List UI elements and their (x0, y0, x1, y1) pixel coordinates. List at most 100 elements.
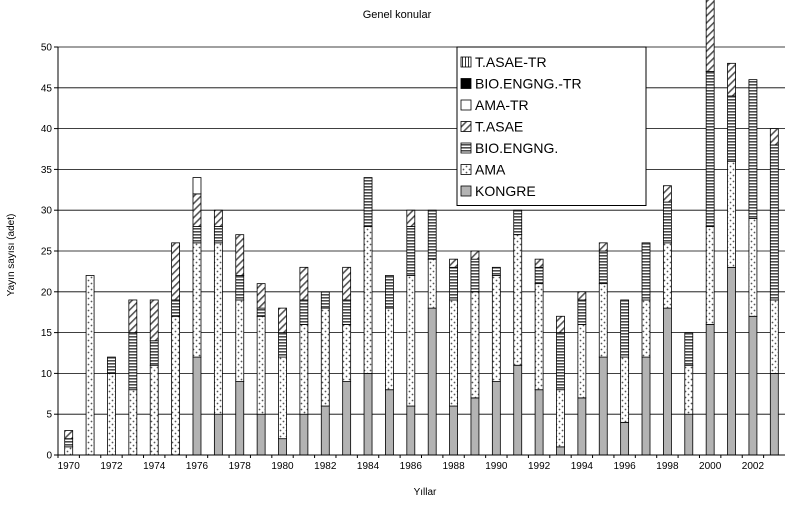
bar-segment (85, 275, 95, 456)
bar-segment (320, 291, 330, 309)
bar-segment (192, 226, 202, 244)
bar-segment (192, 193, 202, 227)
x-tick-label: 1978 (229, 461, 252, 472)
bar-segment (406, 405, 416, 456)
bar-segment (406, 226, 416, 276)
bar-segment (598, 242, 608, 252)
bar-segment (449, 405, 458, 456)
bar-segment (556, 332, 565, 391)
x-tick-label: 1974 (143, 461, 166, 472)
bar-segment (213, 226, 223, 244)
bar-segment (684, 364, 694, 415)
x-tick-label: 1996 (614, 461, 637, 472)
bar-segment (363, 177, 373, 227)
bar-segment (769, 128, 779, 146)
bar-segment (449, 299, 458, 407)
y-tick-label: 15 (41, 328, 53, 339)
bar-segment (556, 315, 565, 333)
bar-segment (385, 307, 394, 391)
legend-swatch (460, 56, 472, 68)
y-tick-label: 30 (41, 206, 53, 217)
bar-segment (513, 234, 523, 366)
x-tick-label: 1994 (571, 461, 594, 472)
bar-segment (491, 266, 501, 276)
bar-segment (213, 209, 223, 227)
bar-segment (598, 250, 608, 285)
bar-segment (684, 413, 694, 456)
y-tick-label: 10 (41, 369, 53, 380)
x-tick-label: 2000 (699, 461, 722, 472)
bar-segment (427, 307, 437, 456)
bar-segment (620, 299, 630, 358)
bar-segment (427, 209, 437, 260)
legend-swatch (460, 121, 472, 132)
bar-segment (748, 79, 758, 219)
bar-segment (748, 217, 758, 317)
y-tick-label: 5 (46, 410, 52, 421)
x-tick-label: 1998 (656, 461, 679, 472)
legend-swatch (460, 185, 472, 197)
legend-label: T.ASAE-TR (475, 54, 547, 70)
bar-segment (577, 397, 587, 456)
y-tick-label: 45 (41, 83, 53, 94)
x-tick-label: 1988 (442, 461, 465, 472)
bar-segment (705, 324, 715, 456)
legend-label: BIO.ENGNG.-TR (475, 76, 582, 92)
bar-segment (577, 324, 587, 399)
bar-segment (192, 356, 202, 456)
legend-swatch (460, 78, 472, 89)
y-tick-label: 35 (41, 165, 53, 176)
bar-segment (727, 160, 736, 268)
axes: 0 5 10 15 20 25 30 35 40 45 50 1970 1972 1974 1976 1978… (41, 43, 785, 472)
bar-segment (278, 438, 287, 456)
chart-title: Genel konular (363, 9, 432, 21)
bar-segment (470, 291, 480, 399)
bar-segment (534, 266, 544, 285)
bar-segment (491, 275, 501, 382)
legend-label: T.ASAE (475, 119, 523, 135)
bar-segment (727, 62, 736, 97)
bar-segment (342, 266, 352, 301)
bar-segment (385, 275, 394, 309)
bar-segment (662, 242, 672, 309)
bar-segment (149, 299, 159, 342)
x-tick-label: 1986 (400, 461, 423, 472)
bar-segment (299, 324, 309, 415)
bar-segment (406, 209, 416, 227)
bar-segment (213, 242, 223, 415)
bar-segment (256, 283, 266, 309)
bar-segment (662, 307, 672, 456)
bar-segment (149, 340, 159, 366)
bar-segment (299, 299, 309, 325)
bar-segment (385, 389, 394, 456)
bar-segment (171, 315, 181, 456)
bar-segment (598, 356, 608, 456)
grid-lines (58, 46, 785, 456)
y-tick-label: 50 (41, 43, 53, 54)
bar-segment (64, 438, 74, 448)
bar-segment (149, 364, 159, 456)
bar-segment (556, 446, 565, 456)
bar-segment (470, 258, 480, 293)
y-tick-label: 40 (41, 124, 53, 135)
bar-segment (577, 291, 587, 301)
legend-box (456, 46, 647, 206)
bar-segment (64, 446, 74, 456)
bar-segment (256, 307, 266, 317)
bar-segment (491, 381, 501, 456)
bar-segment (107, 356, 116, 374)
x-tick-label: 1972 (100, 461, 123, 472)
legend-swatch (460, 164, 472, 175)
bar-segment (534, 258, 544, 268)
legend-label: AMA (475, 162, 506, 178)
bar-segment (470, 397, 480, 456)
bars (64, 0, 779, 456)
y-tick-label: 0 (46, 451, 52, 462)
bar-segment (128, 332, 138, 391)
bar-segment (363, 226, 373, 374)
x-tick-label: 1992 (528, 461, 551, 472)
bar-segment (684, 332, 694, 366)
bar-segment (705, 71, 715, 227)
